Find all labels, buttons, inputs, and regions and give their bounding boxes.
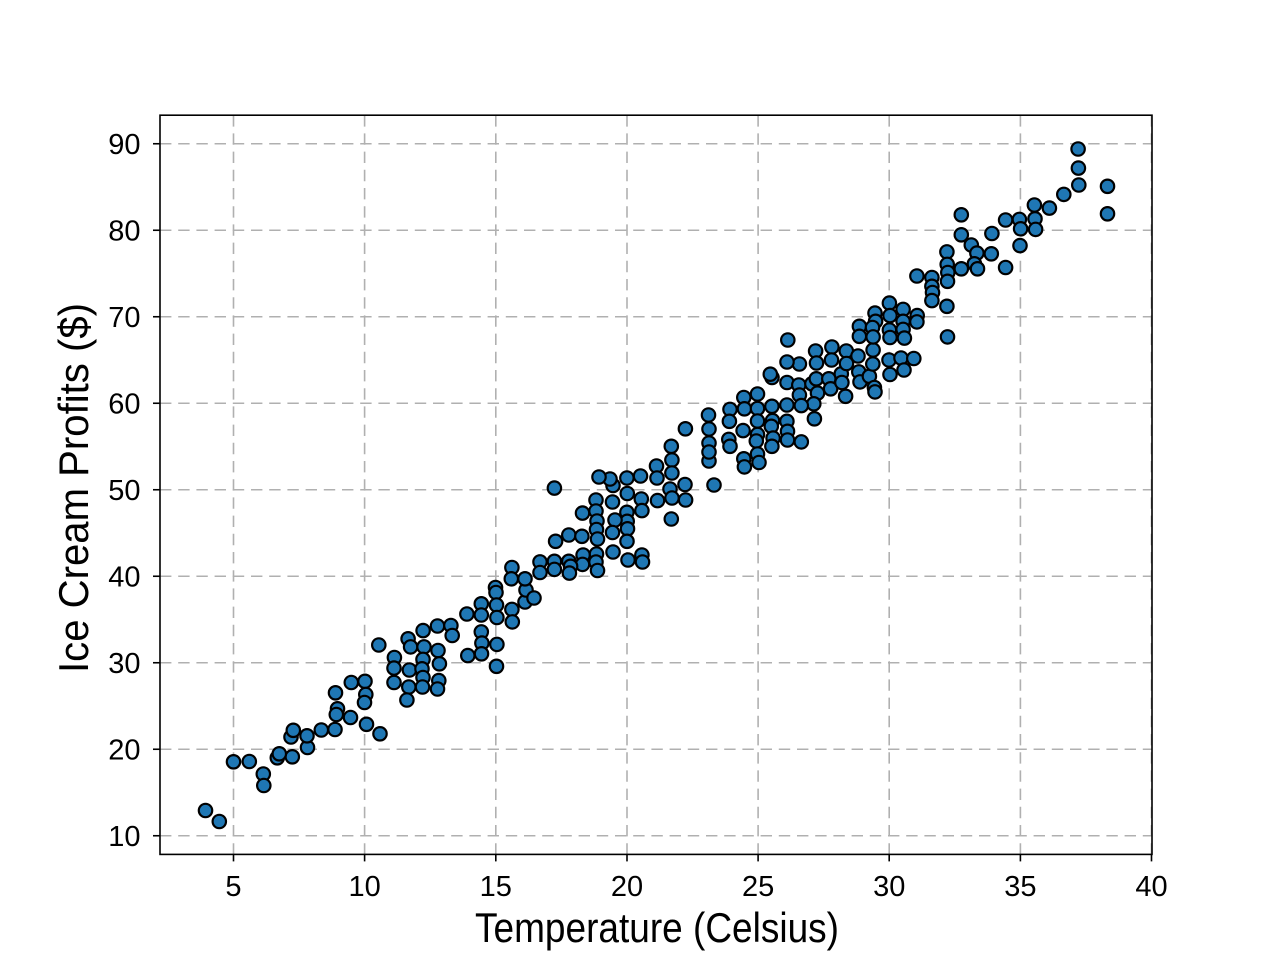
svg-text:10: 10 [348,871,380,903]
svg-text:90: 90 [108,129,140,161]
svg-text:40: 40 [108,561,140,593]
svg-text:60: 60 [108,388,140,420]
svg-text:50: 50 [108,475,140,507]
svg-text:15: 15 [480,871,512,903]
svg-text:20: 20 [108,734,140,766]
svg-text:80: 80 [108,215,140,247]
svg-text:25: 25 [742,871,774,903]
svg-text:30: 30 [873,871,905,903]
svg-text:70: 70 [108,302,140,334]
svg-text:40: 40 [1135,871,1167,903]
svg-text:5: 5 [225,871,241,903]
svg-text:Temperature (Celsius): Temperature (Celsius) [475,904,839,951]
svg-text:20: 20 [611,871,643,903]
svg-text:30: 30 [108,648,140,680]
svg-text:35: 35 [1004,871,1036,903]
svg-text:10: 10 [108,821,140,853]
svg-text:Ice Cream Profits ($): Ice Cream Profits ($) [50,303,97,673]
